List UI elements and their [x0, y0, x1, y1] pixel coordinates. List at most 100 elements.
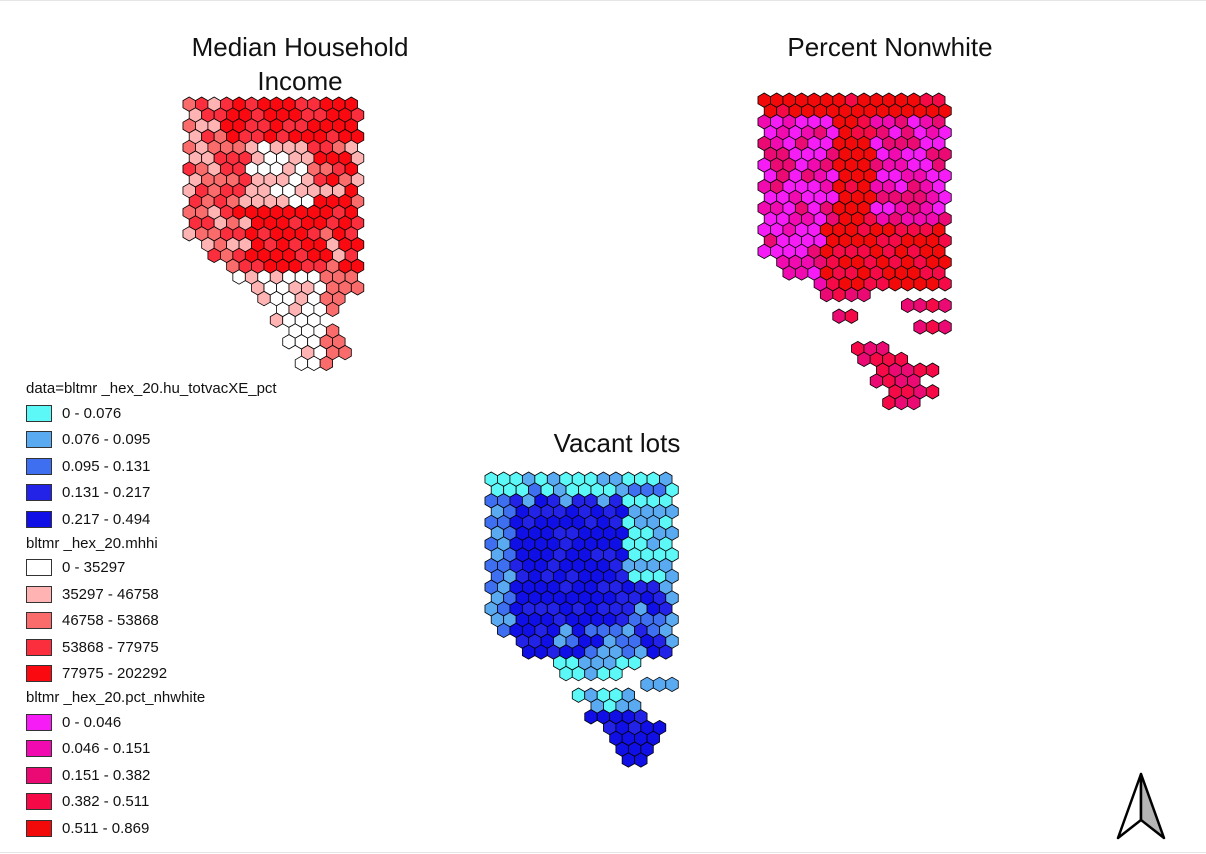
hex-cell	[907, 394, 921, 411]
legend-item: 0.151 - 0.382	[26, 762, 346, 789]
hex-cell	[782, 265, 796, 281]
hex-cell	[584, 709, 598, 725]
legend-label: 0 - 35297	[62, 559, 126, 577]
legend-item: 0.511 - 0.869	[26, 815, 346, 842]
legend-group-vacant: data=bltmr _hex_20.hu_totvacXE_pct 0 - 0…	[26, 378, 346, 533]
legend-swatch	[26, 819, 52, 837]
hex-cell	[900, 297, 915, 314]
hex-cell	[534, 644, 548, 660]
hex-cell	[621, 752, 636, 768]
hex-cell	[819, 286, 834, 303]
map-legend: data=bltmr _hex_20.hu_totvacXE_pct 0 - 0…	[26, 378, 346, 842]
hex-cell	[869, 373, 884, 389]
legend-label: 0.076 - 0.095	[62, 431, 151, 449]
hex-cell	[857, 286, 871, 303]
legend-label: 0.131 - 0.217	[62, 484, 151, 502]
hex-cell	[832, 308, 846, 324]
hex-cell	[319, 355, 334, 372]
legend-group-nonwhite: bltmr _hex_20.pct_nhwhite 0 - 0.046 0.04…	[26, 687, 346, 842]
hex-cell	[646, 644, 660, 660]
north-arrow-icon	[1116, 772, 1166, 840]
legend-item: 0.382 - 0.511	[26, 789, 346, 816]
hex-cell	[634, 752, 648, 768]
legend-label: 46758 - 53868	[62, 612, 159, 630]
hex-cell	[925, 384, 940, 400]
hex-cell	[338, 344, 352, 361]
hex-cell	[913, 276, 927, 292]
hex-cell	[844, 308, 859, 324]
hex-cell	[844, 286, 859, 303]
legend-group-title: bltmr _hex_20.mhhi	[26, 534, 158, 552]
hex-cell	[282, 334, 296, 350]
nonwhite-hex-map	[757, 92, 952, 411]
legend-item: 77975 - 202292	[26, 661, 346, 688]
hex-cell	[325, 301, 340, 318]
legend-swatch	[26, 612, 52, 630]
hex-cell	[925, 276, 940, 292]
hex-cell	[832, 286, 846, 303]
legend-swatch	[26, 638, 52, 656]
hex-cell	[609, 665, 623, 682]
nonwhite-map-title: Percent Nonwhite	[787, 32, 993, 62]
legend-swatch	[26, 484, 52, 502]
legend-group-title: data=bltmr _hex_20.hu_totvacXE_pct	[26, 380, 277, 397]
legend-item: 0.095 - 0.131	[26, 453, 346, 480]
hex-cell	[659, 644, 673, 660]
hex-cell	[521, 644, 536, 660]
income-map-title: Median Household Income	[191, 32, 409, 96]
legend-label: 0.217 - 0.494	[62, 510, 151, 528]
hex-cell	[900, 276, 915, 292]
hex-cell	[652, 676, 667, 693]
hex-cell	[559, 665, 573, 682]
legend-item: 35297 - 46758	[26, 581, 346, 608]
hex-cell	[640, 676, 654, 693]
hex-cell	[925, 362, 940, 378]
hex-cell	[913, 319, 927, 335]
legend-item: 0 - 0.046	[26, 709, 346, 736]
hex-cell	[857, 351, 871, 368]
hex-cell	[925, 319, 940, 335]
hex-cell	[938, 297, 952, 314]
legend-label: 0.095 - 0.131	[62, 457, 151, 475]
legend-label: 35297 - 46758	[62, 585, 159, 603]
hex-cell	[627, 655, 642, 671]
legend-swatch	[26, 793, 52, 811]
legend-label: 0.046 - 0.151	[62, 740, 151, 758]
hex-cell	[913, 297, 927, 314]
hex-cell	[665, 676, 679, 693]
legend-label: 53868 - 77975	[62, 638, 159, 656]
hex-cell	[307, 355, 321, 372]
bottom-border	[0, 852, 1206, 853]
legend-label: 0.151 - 0.382	[62, 766, 151, 784]
legend-swatch	[26, 559, 52, 577]
hex-cell	[925, 297, 940, 314]
vacant-map-title: Vacant lots	[553, 428, 681, 458]
legend-label: 0.511 - 0.869	[62, 819, 150, 837]
legend-group-income: bltmr _hex_20.mhhi 0 - 35297 35297 - 467…	[26, 533, 346, 688]
legend-item: 0.046 - 0.151	[26, 736, 346, 763]
legend-label: 0 - 0.046	[62, 713, 122, 731]
legend-swatch	[26, 740, 52, 758]
hex-cell	[757, 243, 771, 260]
legend-item: 0.131 - 0.217	[26, 480, 346, 507]
hex-cell	[882, 394, 896, 411]
top-border	[0, 0, 1206, 1]
legend-swatch	[26, 766, 52, 784]
legend-group-title: bltmr _hex_20.pct_nhwhite	[26, 689, 206, 706]
legend-swatch	[26, 510, 52, 528]
legend-swatch	[26, 665, 52, 683]
hex-cell	[596, 665, 611, 682]
legend-swatch	[26, 404, 52, 422]
legend-swatch	[26, 713, 52, 731]
hex-cell	[207, 247, 221, 264]
legend-item: 53868 - 77975	[26, 634, 346, 661]
hex-cell	[294, 355, 309, 372]
legend-swatch	[26, 585, 52, 603]
hex-cell	[571, 687, 586, 703]
legend-item: 0.217 - 0.494	[26, 506, 346, 533]
legend-item: 0 - 0.076	[26, 400, 346, 427]
hex-cell	[794, 265, 809, 281]
legend-item: 46758 - 53868	[26, 608, 346, 635]
hex-cell	[182, 226, 196, 242]
income-hex-map	[182, 96, 365, 372]
